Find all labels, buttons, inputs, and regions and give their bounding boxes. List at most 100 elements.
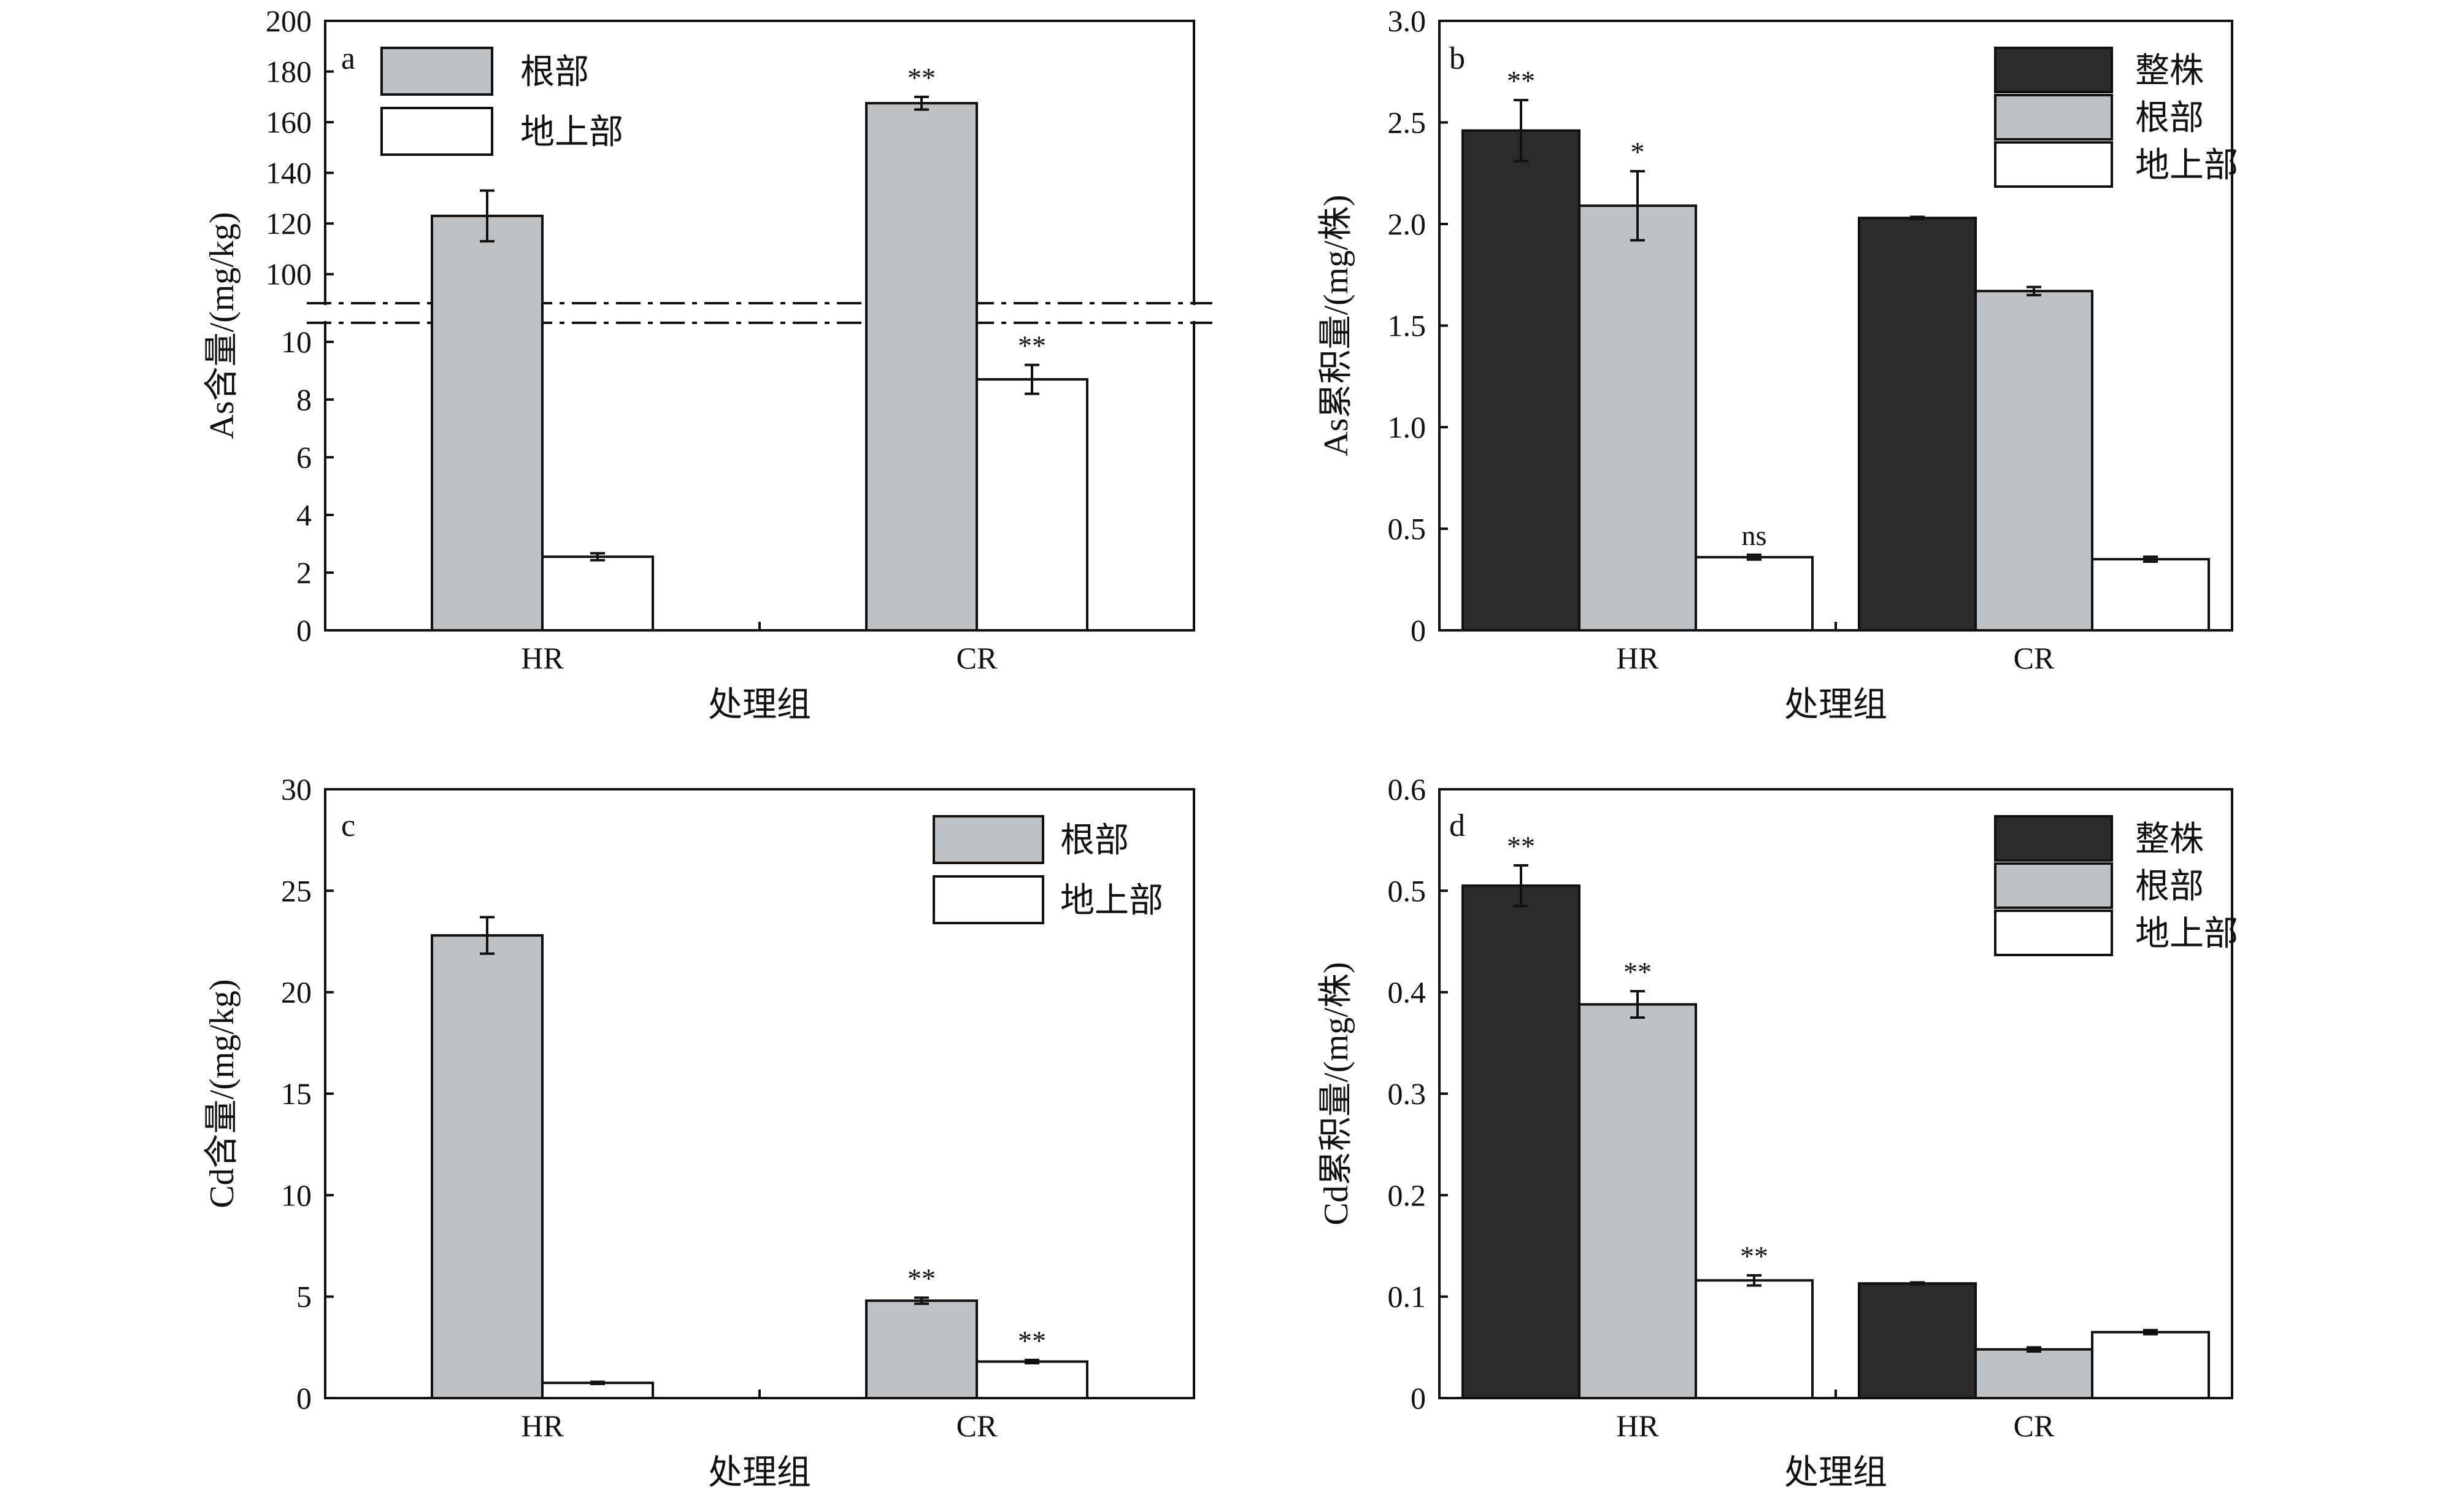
chart-panel-b: 00.51.01.52.02.53.0HR CR***ns整株根部地上部b处理组A… <box>1317 4 2238 724</box>
significance-label: ** <box>907 62 936 93</box>
bar-d-CR-2 <box>2091 1331 2210 1400</box>
legend-label: 地上部 <box>2135 915 2238 953</box>
bar-d-HR-2 <box>1695 1279 1814 1400</box>
y-tick-label: 3.0 <box>1388 4 1426 38</box>
y-tick-label: 10 <box>281 325 312 359</box>
y-tick-label: 20 <box>281 975 312 1010</box>
bar-b-HR-0 <box>1461 129 1580 632</box>
significance-label: ** <box>907 1262 936 1294</box>
y-axis-title: Cd含量/(mg/kg) <box>203 979 241 1208</box>
bar-b-HR-1 <box>1578 204 1697 632</box>
legend-label: 根部 <box>2135 868 2204 906</box>
y-tick-label: 0.6 <box>1388 772 1426 806</box>
x-tick-label: HR <box>1616 641 1659 675</box>
significance-label: ** <box>1018 1325 1046 1356</box>
legend-swatch <box>933 875 1044 924</box>
legend-label: 地上部 <box>2135 147 2238 185</box>
x-tick-label: CR <box>2014 641 2055 675</box>
y-tick-label: 4 <box>296 498 312 532</box>
bar-d-HR-0 <box>1461 884 1580 1399</box>
significance-label: ** <box>1740 1240 1768 1272</box>
x-axis-title: 处理组 <box>1784 686 1887 724</box>
legend-swatch <box>1994 47 2113 93</box>
y-tick-label: 100 <box>266 257 312 292</box>
legend-swatch <box>1994 910 2113 956</box>
legend-label: 根部 <box>2135 99 2204 137</box>
y-tick-label: 5 <box>296 1280 312 1314</box>
legend-label: 根部 <box>1060 822 1129 860</box>
bar-d-CR-0 <box>1858 1282 1977 1399</box>
significance-label: ** <box>1507 65 1535 96</box>
bar-b-CR-0 <box>1858 217 1977 632</box>
panel-letter: a <box>341 41 355 76</box>
y-axis-title: As累积量/(mg/株) <box>1317 195 1355 456</box>
y-tick-label: 200 <box>266 4 312 38</box>
y-tick-label: 2 <box>296 555 312 590</box>
legend-label: 地上部 <box>520 114 623 152</box>
y-tick-label: 6 <box>296 440 312 474</box>
legend-swatch <box>1994 141 2113 188</box>
x-axis-title: 处理组 <box>1784 1454 1887 1492</box>
x-tick-label: CR <box>957 1409 998 1443</box>
significance-label: ** <box>1507 830 1535 862</box>
y-tick-label: 1.5 <box>1388 309 1426 343</box>
significance-label: * <box>1631 136 1645 168</box>
y-axis-title: Cd累积量/(mg/株) <box>1317 962 1355 1225</box>
legend-swatch <box>380 47 493 96</box>
significance-label: ns <box>1742 520 1767 551</box>
panel-letter: d <box>1449 808 1465 843</box>
y-tick-label: 0 <box>296 1381 312 1415</box>
legend-label: 整株 <box>2135 52 2204 90</box>
y-tick-label: 140 <box>266 156 312 190</box>
x-tick-label: CR <box>957 641 998 675</box>
legend-swatch <box>1994 862 2113 909</box>
y-tick-label: 30 <box>281 772 312 806</box>
bar-c-HR-0 <box>431 934 544 1399</box>
y-tick-label: 2.0 <box>1388 207 1426 241</box>
legend-label: 整株 <box>2135 821 2204 859</box>
y-tick-label: 0 <box>1411 1381 1426 1415</box>
y-tick-label: 0.5 <box>1388 512 1426 546</box>
x-tick-label: HR <box>1616 1409 1659 1443</box>
bar-b-CR-2 <box>2091 558 2210 632</box>
panel-letter: c <box>341 808 355 843</box>
x-tick-label: CR <box>2014 1409 2055 1443</box>
bar-a-CR-1 <box>976 378 1088 632</box>
bar-a-CR-0 <box>865 102 978 632</box>
y-tick-label: 1.0 <box>1388 410 1426 444</box>
y-tick-label: 0 <box>296 613 312 647</box>
axis-break-gap <box>1190 305 1198 321</box>
legend-swatch <box>380 107 493 156</box>
y-tick-label: 25 <box>281 873 312 908</box>
bar-c-HR-1 <box>541 1382 654 1399</box>
bar-d-CR-1 <box>1974 1348 2093 1399</box>
significance-label: ** <box>1018 330 1046 361</box>
y-tick-label: 0.1 <box>1388 1280 1426 1314</box>
y-tick-label: 0.3 <box>1388 1076 1426 1111</box>
x-axis-title: 处理组 <box>708 686 811 724</box>
y-tick-label: 120 <box>266 206 312 241</box>
legend-label: 根部 <box>520 53 589 91</box>
x-tick-label: HR <box>521 1409 564 1443</box>
bar-a-HR-0 <box>431 214 544 632</box>
legend-swatch <box>933 815 1044 864</box>
legend-swatch <box>1994 815 2113 862</box>
y-tick-label: 0 <box>1411 613 1426 647</box>
panel-letter: b <box>1449 41 1465 76</box>
y-tick-label: 0.4 <box>1388 975 1426 1010</box>
y-tick-label: 160 <box>266 105 312 139</box>
bar-a-HR-1 <box>541 555 654 632</box>
y-tick-label: 10 <box>281 1178 312 1212</box>
legend-swatch <box>1994 94 2113 141</box>
significance-label: ** <box>1623 956 1652 988</box>
bar-c-CR-0 <box>865 1299 978 1400</box>
y-tick-label: 0.5 <box>1388 873 1426 908</box>
x-axis-title: 处理组 <box>708 1454 811 1492</box>
bar-c-CR-1 <box>976 1360 1088 1399</box>
y-tick-label: 15 <box>281 1076 312 1111</box>
